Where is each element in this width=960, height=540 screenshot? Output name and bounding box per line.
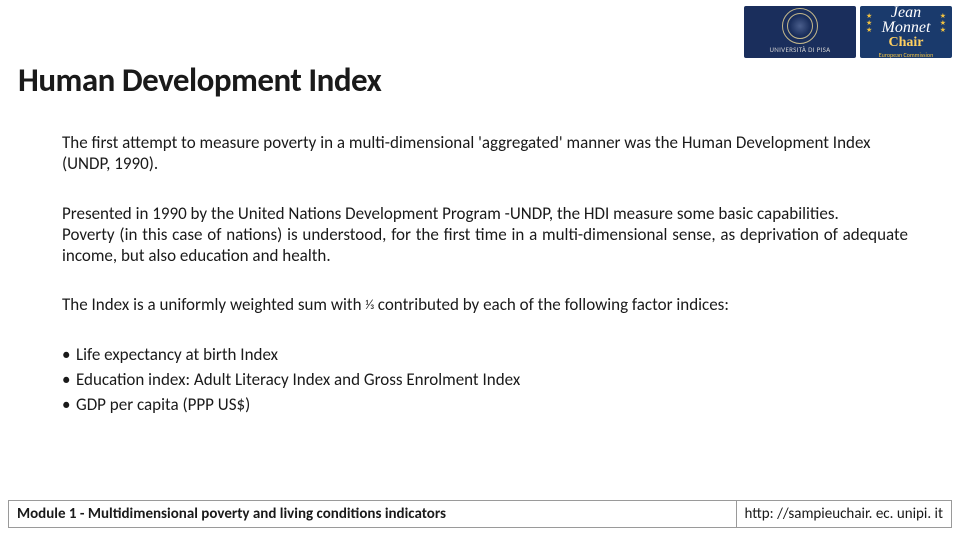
bullet-icon: •	[62, 394, 76, 415]
list-item: • Education index: Adult Literacy Index …	[62, 369, 908, 390]
bullet-icon: •	[62, 369, 76, 390]
pisa-seal-icon	[782, 8, 818, 44]
list-item: • GDP per capita (PPP US$)	[62, 394, 908, 415]
paragraph-2: Presented in 1990 by the United Nations …	[62, 203, 908, 267]
list-item-label: Education index: Adult Literacy Index an…	[76, 369, 520, 390]
logo-universita-di-pisa: UNIVERSITÀ DI PISA	[744, 6, 856, 58]
paragraph-3-pre: The Index is a uniformly weighted sum wi…	[62, 294, 365, 315]
slide: Human Development Index UNIVERSITÀ DI PI…	[0, 0, 960, 540]
logo-jmc-line3: Chair	[889, 35, 924, 50]
page-title: Human Development Index	[18, 60, 381, 100]
logo-pisa-label: UNIVERSITÀ DI PISA	[770, 45, 831, 54]
body-text: The first attempt to measure poverty in …	[62, 132, 908, 419]
eu-stars-icon: ★★★	[866, 12, 872, 33]
paragraph-2a: Presented in 1990 by the United Nations …	[62, 203, 839, 224]
list-item: • Life expectancy at birth Index	[62, 344, 908, 365]
footer-bar: Module 1 - Multidimensional poverty and …	[8, 500, 952, 528]
paragraph-2b: Poverty (in this case of nations) is und…	[62, 224, 908, 266]
eu-stars-icon: ★★★	[940, 12, 946, 33]
bullet-list: • Life expectancy at birth Index • Educa…	[62, 344, 908, 416]
fraction-one-third: 1⁄3	[365, 298, 374, 313]
list-item-label: Life expectancy at birth Index	[76, 344, 278, 365]
paragraph-3-post: contributed by each of the following fac…	[374, 294, 729, 315]
bullet-icon: •	[62, 344, 76, 365]
paragraph-1: The first attempt to measure poverty in …	[62, 132, 908, 175]
list-item-label: GDP per capita (PPP US$)	[76, 394, 250, 415]
logo-group: UNIVERSITÀ DI PISA ★★★ ★★★ Jean Monnet C…	[744, 6, 952, 58]
footer-module-label: Module 1 - Multidimensional poverty and …	[9, 501, 737, 527]
logo-jmc-line1: Jean	[891, 5, 921, 20]
logo-jean-monnet-chair: ★★★ ★★★ Jean Monnet Chair European Commi…	[860, 6, 952, 58]
logo-jmc-line2: Monnet	[882, 20, 931, 35]
logo-jmc-sub: European Commission	[879, 51, 933, 59]
paragraph-3: The Index is a uniformly weighted sum wi…	[62, 294, 908, 315]
footer-url: http: //sampieuchair. ec. unipi. it	[737, 501, 951, 527]
